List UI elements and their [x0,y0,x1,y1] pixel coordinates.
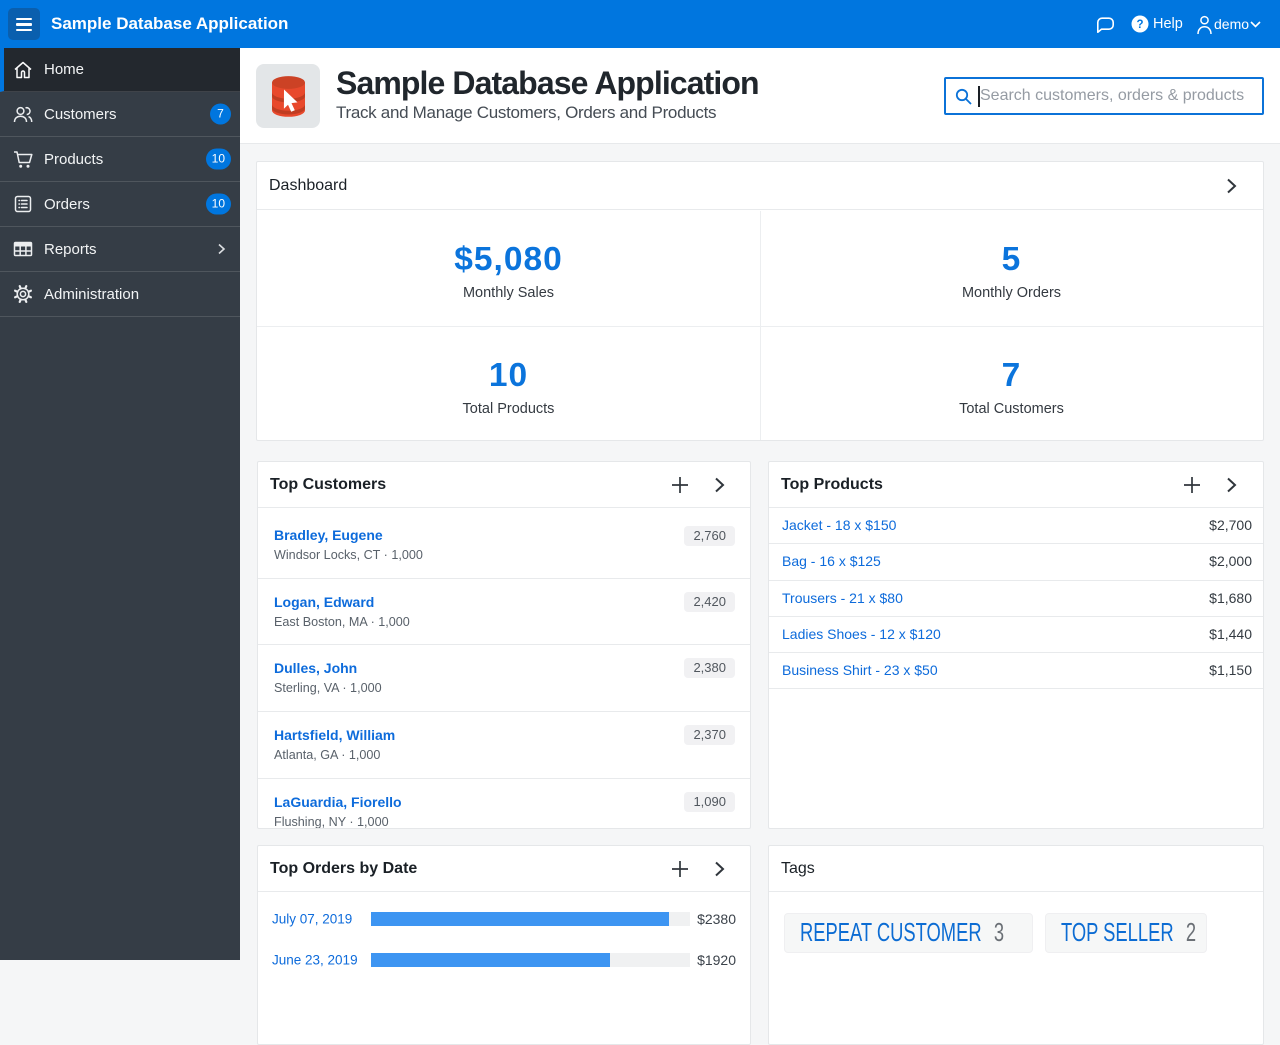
svg-text:?: ? [1136,19,1143,31]
